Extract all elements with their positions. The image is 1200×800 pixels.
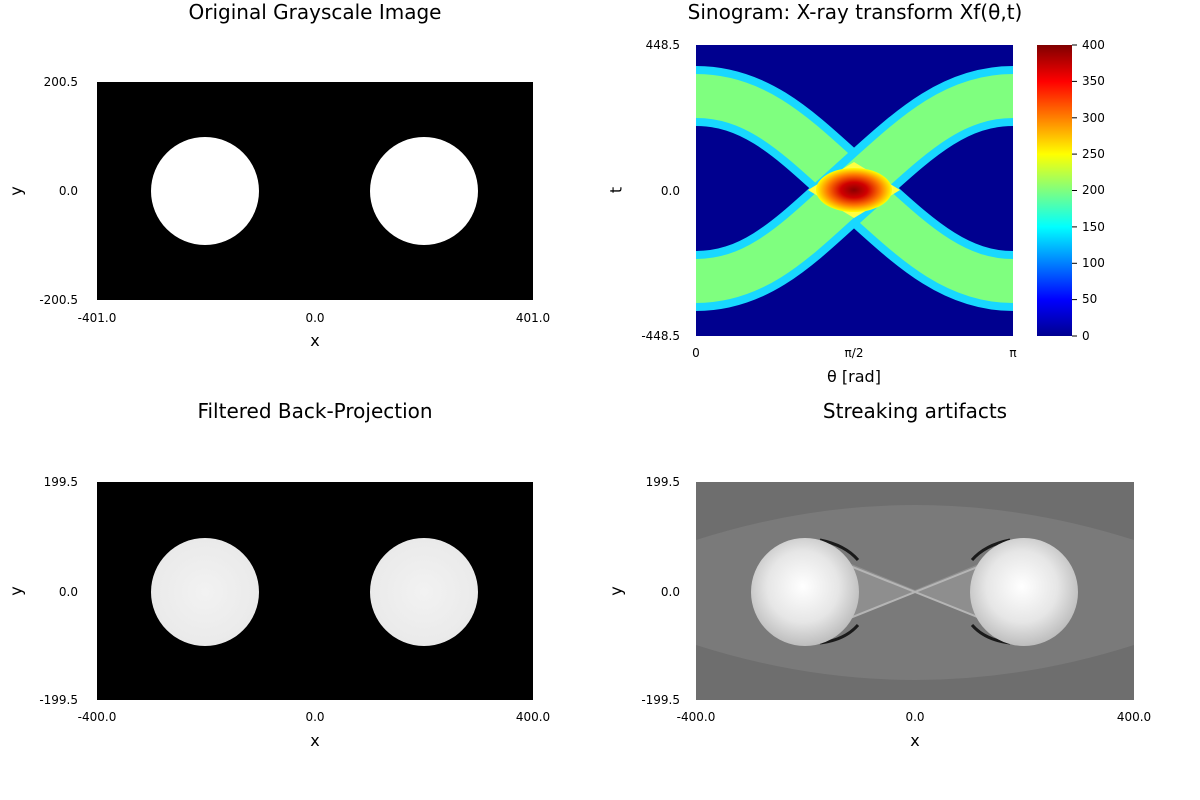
original-disk-left: [151, 137, 259, 245]
p2-xtick-mid: π/2: [844, 346, 864, 360]
p3-xtick-left: -400.0: [77, 710, 117, 724]
p3-ytick-top: 199.5: [43, 475, 78, 489]
p2-xtick-left: 0: [692, 346, 700, 360]
p2-ylabel: t: [606, 186, 626, 194]
p4-ylabel: y: [606, 586, 626, 596]
original-disk-right: [370, 137, 478, 245]
title-streaks: Streaking artifacts: [822, 399, 1008, 423]
p2-ytick-mid: 0.0: [660, 184, 680, 198]
fbp-disk-right: [370, 538, 478, 646]
colorbar-tick-100: 100: [1082, 256, 1105, 270]
title-sinogram: Sinogram: X-ray transform Xf(θ,t): [687, 0, 1023, 24]
p2-xlabel: θ [rad]: [827, 367, 881, 386]
colorbar-tick-50: 50: [1082, 292, 1098, 306]
p4-ytick-bottom: -199.5: [641, 693, 680, 707]
p1-ylabel: y: [6, 186, 26, 196]
panel-streaks: [696, 482, 1134, 700]
p1-ytick-top: 200.5: [43, 75, 78, 89]
colorbar-tick-200: 200: [1082, 183, 1105, 197]
p4-xtick-right: 400.0: [1116, 710, 1152, 724]
colorbar-tick-400: 400: [1082, 38, 1105, 52]
panel-fbp: [97, 482, 533, 700]
p4-xtick-left: -400.0: [676, 710, 716, 724]
p4-xlabel: x: [910, 731, 920, 750]
p1-ytick-bottom: -200.5: [39, 293, 78, 307]
p1-xtick-left: -401.0: [77, 311, 117, 325]
streak-disk-left: [751, 538, 859, 646]
p1-xtick-right: 401.0: [515, 311, 551, 325]
p3-ylabel: y: [6, 586, 26, 596]
p4-ytick-mid: 0.0: [660, 585, 680, 599]
colorbar: [1037, 45, 1072, 336]
p2-ytick-top: 448.5: [645, 38, 680, 52]
streak-disk-right: [970, 538, 1078, 646]
colorbar-ticks: [1072, 44, 1077, 337]
p1-ytick-mid: 0.0: [58, 184, 78, 198]
panel-original: [97, 82, 533, 300]
p2-ytick-bottom: -448.5: [641, 329, 680, 343]
p4-ytick-top: 199.5: [645, 475, 680, 489]
fbp-disk-left: [151, 538, 259, 646]
colorbar-tick-0: 0: [1082, 329, 1090, 343]
p4-xtick-mid: 0.0: [905, 710, 925, 724]
title-fbp: Filtered Back-Projection: [197, 399, 433, 423]
colorbar-tick-250: 250: [1082, 147, 1105, 161]
p3-ytick-mid: 0.0: [58, 585, 78, 599]
title-original: Original Grayscale Image: [188, 0, 442, 24]
panel-sinogram: [696, 44, 1077, 337]
p3-ytick-bottom: -199.5: [39, 693, 78, 707]
p2-xtick-right: π: [1009, 346, 1017, 360]
colorbar-tick-350: 350: [1082, 74, 1105, 88]
p3-xtick-mid: 0.0: [305, 710, 325, 724]
p1-xlabel: x: [310, 331, 320, 350]
colorbar-tick-150: 150: [1082, 220, 1105, 234]
p1-xtick-mid: 0.0: [305, 311, 325, 325]
p3-xlabel: x: [310, 731, 320, 750]
colorbar-tick-300: 300: [1082, 111, 1105, 125]
p3-xtick-right: 400.0: [515, 710, 551, 724]
